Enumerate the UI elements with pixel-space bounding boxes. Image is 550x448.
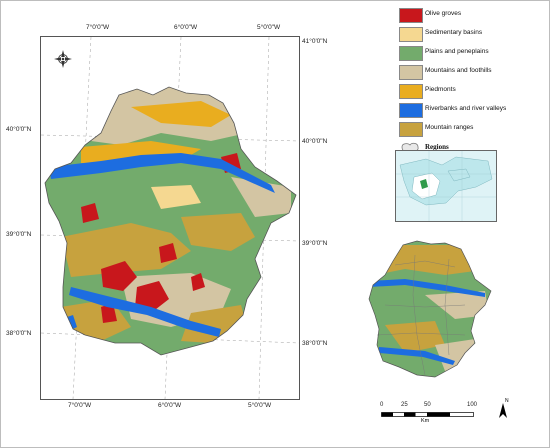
legend-swatch — [399, 27, 423, 42]
region-boundary — [44, 86, 297, 356]
legend-label: Plains and peneplains — [425, 48, 489, 55]
top-longitude-label: 7°0'0"W — [86, 24, 110, 31]
legend-item-mountains-foothills: Mountains and foothills — [395, 63, 545, 82]
scale-tick-label: 100 — [467, 402, 478, 408]
north-arrow-icon — [499, 403, 507, 418]
legend-label: Piedmonts — [425, 86, 456, 93]
left-latitude-label: 38°0'0"N — [6, 330, 32, 337]
north-label: N — [505, 398, 509, 404]
regions-map-canvas — [368, 240, 492, 378]
bottom-longitude-label: 5°0'0"W — [248, 402, 272, 409]
legend: Olive groves Sedimentary basins Plains a… — [395, 6, 545, 158]
legend-label: Riverbanks and river valleys — [425, 105, 507, 112]
right-latitude-label: 39°0'0"N — [302, 240, 328, 247]
legend-item-mountain-ranges: Mountain ranges — [395, 120, 545, 139]
legend-label: Mountains and foothills — [425, 67, 492, 74]
legend-swatch — [399, 103, 423, 118]
right-latitude-label: 38°0'0"N — [302, 340, 328, 347]
scale-bar-graphic — [381, 412, 474, 417]
legend-item-plains: Plains and peneplains — [395, 44, 545, 63]
legend-label: Mountain ranges — [425, 124, 474, 131]
top-longitude-label: 5°0'0"W — [257, 24, 281, 31]
legend-swatch — [399, 46, 423, 61]
right-latitude-label: 41°0'0"N — [302, 38, 328, 45]
bottom-longitude-label: 6°0'0"W — [158, 402, 182, 409]
legend-label: Sedimentary basins — [425, 29, 483, 36]
regions-map — [365, 235, 495, 385]
inset-location-map — [395, 150, 497, 222]
legend-item-olive-groves: Olive groves — [395, 6, 545, 25]
inset-map-canvas — [396, 151, 496, 221]
left-latitude-label: 40°0'0"N — [6, 126, 32, 133]
right-latitude-label: 40°0'0"N — [302, 138, 328, 145]
compass-rose-icon — [54, 50, 72, 68]
scale-unit-label: Km — [421, 418, 430, 424]
legend-swatch — [399, 122, 423, 137]
legend-swatch — [399, 84, 423, 99]
scale-tick-label: 50 — [424, 402, 431, 408]
main-map — [40, 36, 300, 400]
left-latitude-label: 39°0'0"N — [6, 231, 32, 238]
legend-swatch — [399, 8, 423, 23]
north-arrow: N — [497, 398, 509, 420]
legend-label: Regions — [425, 143, 449, 151]
legend-swatch — [399, 65, 423, 80]
scale-tick-label: 0 — [380, 402, 384, 408]
top-longitude-label: 6°0'0"W — [174, 24, 198, 31]
bottom-longitude-label: 7°0'0"W — [68, 402, 92, 409]
legend-item-sedimentary-basins: Sedimentary basins — [395, 25, 545, 44]
legend-item-riverbanks: Riverbanks and river valleys — [395, 101, 545, 120]
main-map-canvas — [40, 36, 300, 400]
scale-tick-label: 25 — [401, 402, 408, 408]
legend-label: Olive groves — [425, 10, 462, 17]
legend-item-piedmonts: Piedmonts — [395, 82, 545, 101]
